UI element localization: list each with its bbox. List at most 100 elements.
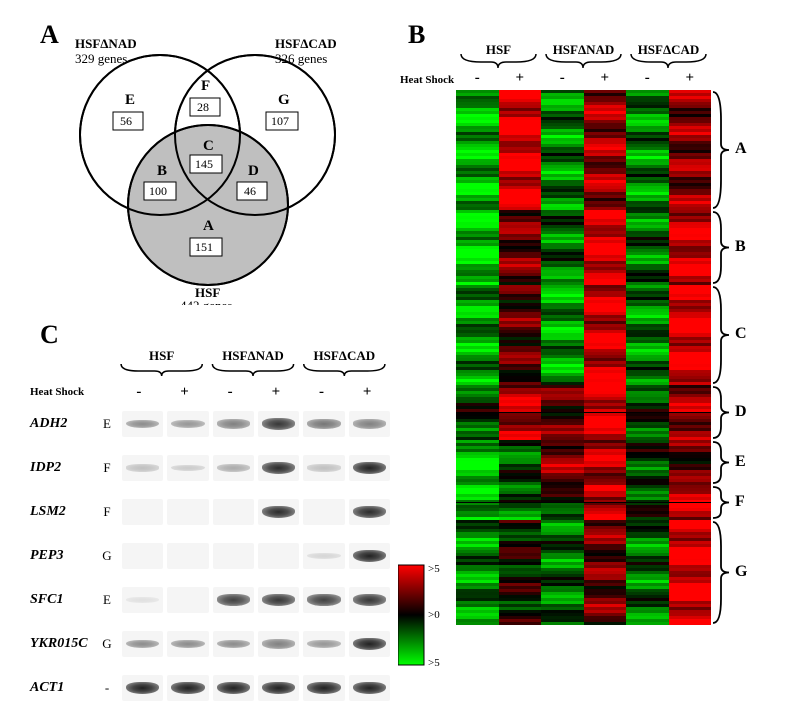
gel-row: YKR015CG bbox=[30, 625, 390, 663]
gel-group-hsf: HSF bbox=[116, 348, 207, 364]
heatmap-cell bbox=[499, 622, 542, 625]
cluster-brace bbox=[713, 90, 733, 210]
gene-name: ADH2 bbox=[30, 416, 98, 432]
gel-row: ACT1- bbox=[30, 669, 390, 707]
band-lane bbox=[167, 411, 208, 437]
band-lane bbox=[258, 411, 299, 437]
heatmap-row bbox=[456, 622, 711, 625]
cluster-brace bbox=[713, 385, 733, 440]
band-lane bbox=[122, 411, 163, 437]
band-lane bbox=[122, 631, 163, 657]
venn-letter-f: F bbox=[201, 78, 210, 94]
band-lane bbox=[167, 587, 208, 613]
cond-5: + bbox=[669, 70, 712, 87]
band-blob bbox=[217, 640, 250, 649]
gel-rows: ADH2EIDP2FLSM2FPEP3GSFC1EYKR015CGACT1- bbox=[30, 405, 390, 707]
band-lane bbox=[122, 455, 163, 481]
heatmap-cell bbox=[541, 622, 584, 625]
band-lane-group bbox=[116, 675, 390, 701]
band-blob bbox=[262, 506, 295, 518]
band-lane bbox=[349, 587, 390, 613]
gene-name: LSM2 bbox=[30, 504, 98, 520]
gcond-1: + bbox=[162, 384, 208, 401]
band-lane bbox=[258, 499, 299, 525]
band-lane bbox=[213, 411, 254, 437]
band-blob bbox=[262, 418, 295, 430]
band-lane bbox=[349, 411, 390, 437]
heatmap bbox=[456, 90, 711, 625]
panel-b: B HSF HSFΔNAD HSFΔCAD Heat Shock - + - +… bbox=[408, 20, 780, 702]
legend-mid: >0 bbox=[428, 609, 440, 621]
heatmap-cell bbox=[626, 622, 669, 625]
venn-num-g: 107 bbox=[271, 114, 289, 128]
band-blob bbox=[217, 594, 250, 605]
gene-cluster: F bbox=[98, 460, 116, 476]
gene-name: IDP2 bbox=[30, 460, 98, 476]
band-lane bbox=[213, 631, 254, 657]
gel-group-nad: HSFΔNAD bbox=[207, 348, 298, 364]
gene-cluster: G bbox=[98, 636, 116, 652]
band-lane bbox=[303, 675, 344, 701]
band-blob bbox=[307, 594, 340, 605]
heatmap-cell bbox=[456, 622, 499, 625]
gene-name: ACT1 bbox=[30, 680, 98, 696]
band-lane bbox=[122, 543, 163, 569]
band-blob bbox=[262, 682, 295, 694]
gel-row: LSM2F bbox=[30, 493, 390, 531]
band-lane bbox=[349, 499, 390, 525]
cond-1: + bbox=[499, 70, 542, 87]
band-blob bbox=[217, 682, 250, 694]
panel-b-label: B bbox=[408, 20, 425, 50]
band-blob bbox=[126, 597, 159, 603]
legend-max: >5 bbox=[428, 563, 440, 575]
panel-c-label: C bbox=[40, 320, 59, 350]
heatmap-legend: >5 >0 >5 bbox=[398, 560, 453, 675]
heatmap-canvas bbox=[456, 90, 711, 625]
band-lane bbox=[303, 499, 344, 525]
band-blob bbox=[353, 506, 386, 518]
gene-cluster: E bbox=[98, 592, 116, 608]
cond-4: - bbox=[626, 70, 669, 87]
venn-label-cad: HSFΔCAD bbox=[275, 36, 337, 51]
gene-cluster: F bbox=[98, 504, 116, 520]
band-lane bbox=[303, 587, 344, 613]
band-lane bbox=[349, 631, 390, 657]
band-lane bbox=[122, 675, 163, 701]
band-blob bbox=[171, 640, 204, 649]
band-blob bbox=[307, 464, 340, 471]
band-blob bbox=[307, 682, 340, 694]
band-lane bbox=[167, 455, 208, 481]
heatmap-cell bbox=[669, 622, 712, 625]
cluster-brace bbox=[713, 210, 733, 285]
band-lane bbox=[122, 499, 163, 525]
gcond-4: - bbox=[299, 384, 345, 401]
band-lane bbox=[213, 499, 254, 525]
gel-group-headers: HSF HSFΔNAD HSFΔCAD bbox=[116, 348, 390, 364]
venn-label-nad-sub: 329 genes bbox=[75, 51, 127, 66]
gene-cluster: E bbox=[98, 416, 116, 432]
band-blob bbox=[353, 419, 386, 428]
cluster-brace bbox=[713, 440, 733, 485]
cluster-label-c: C bbox=[735, 325, 747, 343]
venn-num-f: 28 bbox=[197, 100, 209, 114]
gel-row: PEP3G bbox=[30, 537, 390, 575]
figure-container: A HSFΔNAD 329 genes HSFΔCAD 326 genes HS… bbox=[20, 20, 780, 702]
band-blob bbox=[171, 420, 204, 428]
band-lane-group bbox=[116, 411, 390, 437]
band-lane bbox=[303, 455, 344, 481]
gel-group-cad: HSFΔCAD bbox=[299, 348, 390, 364]
band-blob bbox=[217, 464, 250, 472]
band-blob bbox=[262, 639, 295, 648]
legend-min: >5 bbox=[428, 657, 440, 669]
venn-letter-g: G bbox=[278, 92, 290, 108]
cluster-label-d: D bbox=[735, 403, 747, 421]
band-lane bbox=[349, 543, 390, 569]
band-lane bbox=[213, 587, 254, 613]
band-lane bbox=[167, 499, 208, 525]
band-lane-group bbox=[116, 499, 390, 525]
band-blob bbox=[171, 682, 204, 694]
gel-conditions: - + - + - + bbox=[116, 384, 390, 401]
band-lane bbox=[258, 587, 299, 613]
band-blob bbox=[307, 640, 340, 648]
venn-num-c: 145 bbox=[195, 157, 213, 171]
